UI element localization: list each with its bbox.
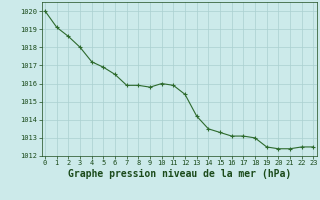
X-axis label: Graphe pression niveau de la mer (hPa): Graphe pression niveau de la mer (hPa) bbox=[68, 169, 291, 179]
